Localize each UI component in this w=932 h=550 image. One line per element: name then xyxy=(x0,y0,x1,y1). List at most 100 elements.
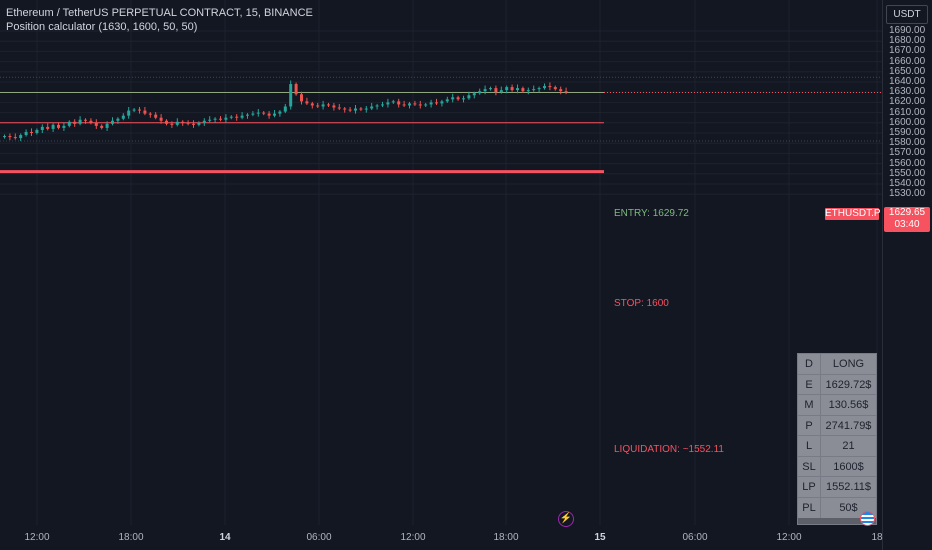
price-tick-label: 1660.00 xyxy=(889,55,926,67)
price-chart[interactable] xyxy=(0,0,882,550)
candle xyxy=(510,87,514,91)
time-tick-label: 18:00 xyxy=(493,532,519,543)
candle xyxy=(19,135,23,139)
candle xyxy=(235,116,239,118)
candle xyxy=(526,90,530,92)
candle xyxy=(462,98,465,100)
candle xyxy=(57,124,60,128)
time-tick-label: 18 xyxy=(871,532,883,543)
candle xyxy=(321,104,325,107)
price-tick-label: 1580.00 xyxy=(889,137,926,149)
candle xyxy=(165,120,168,124)
price-tick-label: 1530.00 xyxy=(889,188,926,200)
candle xyxy=(402,104,406,106)
candle xyxy=(186,122,190,124)
position-row: LP 1552.11$ xyxy=(798,477,876,498)
position-value: 1552.11$ xyxy=(821,477,876,497)
stop-label: STOP: 1600 xyxy=(614,298,669,309)
candle xyxy=(445,99,449,102)
candle xyxy=(337,107,341,109)
candle xyxy=(305,101,309,104)
price-tick-label: 1550.00 xyxy=(889,167,926,179)
time-tick-label: 12:00 xyxy=(400,532,426,543)
candle xyxy=(256,112,260,114)
candle xyxy=(478,91,482,94)
candle xyxy=(289,84,293,107)
candle xyxy=(278,111,282,114)
candle xyxy=(67,121,71,126)
price-tick-label: 1650.00 xyxy=(889,65,926,77)
candle xyxy=(78,119,82,124)
position-row: P 2741.79$ xyxy=(798,415,876,436)
candle xyxy=(197,122,201,125)
candle xyxy=(159,117,163,121)
candle xyxy=(40,126,44,130)
position-row: D LONG xyxy=(798,354,876,375)
symbol-badge: ETHUSDT.P xyxy=(825,208,881,220)
candle xyxy=(116,118,120,121)
time-tick-label: 12:00 xyxy=(24,532,50,543)
time-tick-label: 12:00 xyxy=(776,532,802,543)
candle xyxy=(105,123,109,128)
price-tick-label: 1640.00 xyxy=(889,76,926,87)
candle xyxy=(424,104,428,106)
candle xyxy=(138,109,141,111)
candle xyxy=(472,93,476,96)
candle xyxy=(483,89,487,92)
candle xyxy=(332,105,336,108)
candle xyxy=(267,113,271,116)
position-key: L xyxy=(798,436,821,456)
price-tick-label: 1690.00 xyxy=(889,25,926,36)
position-value: 21 xyxy=(821,436,876,456)
candle xyxy=(489,88,492,90)
currency-button[interactable]: USDT xyxy=(886,5,928,24)
price-tick-label: 1620.00 xyxy=(889,96,926,108)
last-price-value: 1629.65 xyxy=(888,207,926,218)
indicator-label[interactable]: Position calculator (1630, 1600, 50, 50) xyxy=(6,21,198,33)
position-key: M xyxy=(798,395,821,415)
candle xyxy=(46,126,50,129)
price-tick-label: 1540.00 xyxy=(889,178,926,189)
candle xyxy=(435,102,438,104)
time-tick-label: 18:00 xyxy=(118,532,144,543)
candle xyxy=(543,86,546,89)
us-flag-icon[interactable] xyxy=(860,511,875,526)
candle xyxy=(537,88,541,90)
position-key: D xyxy=(798,354,821,374)
candle xyxy=(364,108,368,110)
candle xyxy=(413,103,417,105)
position-value: 2741.79$ xyxy=(821,415,876,435)
candle xyxy=(386,102,390,105)
candle xyxy=(170,123,174,125)
price-tick-label: 1570.00 xyxy=(889,147,926,159)
lightning-icon[interactable]: ⚡ xyxy=(558,511,574,527)
candle xyxy=(499,90,503,93)
candle xyxy=(408,103,411,106)
position-row: E 1629.72$ xyxy=(798,374,876,395)
candle xyxy=(192,123,195,125)
position-value: 1629.72$ xyxy=(821,374,876,394)
position-key: P xyxy=(798,415,821,435)
candle xyxy=(300,94,303,102)
price-tick-label: 1680.00 xyxy=(889,35,926,47)
candle xyxy=(559,89,563,92)
candle xyxy=(381,104,384,106)
candle xyxy=(229,116,233,118)
candle xyxy=(51,124,55,129)
position-key: SL xyxy=(798,456,821,476)
last-price-badge: 1629.65 03:40 xyxy=(884,207,930,232)
price-axis[interactable] xyxy=(882,0,932,550)
candle xyxy=(564,91,568,93)
time-tick-label: 06:00 xyxy=(682,532,708,543)
candle xyxy=(251,113,255,115)
price-tick-label: 1610.00 xyxy=(889,106,926,118)
time-tick-label: 14 xyxy=(219,532,231,543)
candle xyxy=(516,88,519,91)
candle xyxy=(532,89,536,91)
candle xyxy=(391,101,395,103)
position-key: PL xyxy=(798,497,821,518)
chart-title: Ethereum / TetherUS PERPETUAL CONTRACT, … xyxy=(6,7,313,19)
candle xyxy=(8,136,12,138)
position-key: E xyxy=(798,374,821,394)
candle xyxy=(359,108,363,110)
